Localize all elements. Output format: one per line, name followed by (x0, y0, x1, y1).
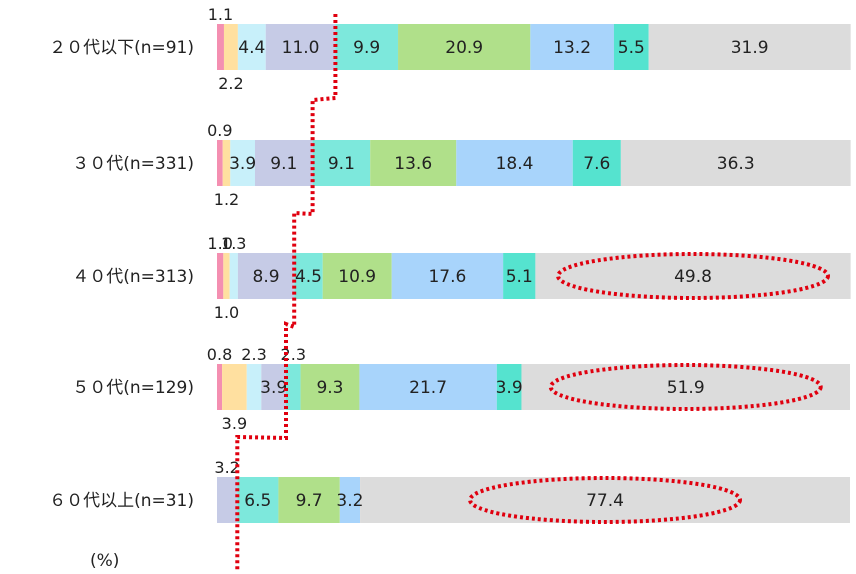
bar-segment (229, 253, 238, 299)
outside-value-label: 1.2 (214, 190, 239, 209)
bar-segment (335, 24, 399, 70)
segment-value-label: 9.1 (270, 154, 297, 174)
bar-segment (237, 24, 266, 70)
bar-segments (217, 24, 851, 523)
segment-value-label: 77.4 (586, 491, 624, 511)
bar-segment (222, 140, 231, 186)
outside-value-label: 1.0 (214, 303, 239, 322)
bar-segment (322, 253, 392, 299)
segment-value-label: 9.7 (296, 491, 323, 511)
bar-segment (246, 364, 262, 410)
segment-value-label: 9.3 (316, 378, 343, 398)
bar-segment (223, 24, 238, 70)
bar-segment (620, 140, 851, 186)
category-label: ２０代以下(n=91) (49, 38, 194, 58)
bar-segment (261, 364, 286, 410)
highlight-ellipses (468, 252, 831, 524)
outside-value-label: 2.2 (218, 74, 243, 93)
bar-segment (254, 140, 313, 186)
outside-value-label: 0.9 (207, 121, 232, 140)
category-label: ６０代以上(n=31) (49, 491, 194, 511)
bar-segment (360, 477, 850, 523)
category-labels: ２０代以下(n=91) ３０代(n=331) ４０代(n=313) ５０代(n=129… (49, 38, 194, 511)
bar-segment (217, 253, 224, 299)
bar-segment (613, 24, 649, 70)
outside-value-label: 1.1 (208, 5, 233, 24)
segment-value-label: 5.1 (506, 267, 533, 287)
outside-value-label: 0.8 (207, 345, 232, 364)
segment-value-label: 51.9 (667, 378, 705, 398)
segment-value-label: 3.2 (336, 491, 363, 511)
segment-value-label: 7.6 (583, 154, 610, 174)
bar-segment (359, 364, 497, 410)
segment-value-label: 20.9 (445, 38, 483, 58)
segment-value-labels: 4.4 11.0 9.9 20.9 13.2 5.5 31.9 3.9 9.1 9.1 13.6 18… (229, 38, 768, 511)
bar-segment (521, 364, 850, 410)
bar-segment (278, 477, 340, 523)
bar-segment (339, 477, 361, 523)
bar-segment (217, 24, 224, 70)
boundary-dotted-line (235, 14, 338, 572)
bar-segment (572, 140, 621, 186)
segment-value-label: 9.9 (353, 38, 380, 58)
bar-segment (496, 364, 522, 410)
bar-segment (530, 24, 614, 70)
segment-value-label: 49.8 (674, 267, 712, 287)
segment-value-label: 36.3 (717, 154, 755, 174)
highlight-ellipse (468, 476, 743, 524)
segment-value-label: 3.9 (260, 378, 287, 398)
bar-segment (223, 253, 230, 299)
unit-label: (%) (90, 551, 119, 571)
segment-value-label: 8.9 (253, 267, 280, 287)
segment-value-label: 4.4 (238, 38, 265, 58)
bar-segment (456, 140, 573, 186)
segment-value-label: 21.7 (409, 378, 447, 398)
segment-value-label: 13.6 (394, 154, 432, 174)
highlight-ellipse (556, 252, 831, 300)
segment-value-label: 31.9 (731, 38, 769, 58)
segment-value-label: 5.5 (618, 38, 645, 58)
bar-segment (217, 477, 238, 523)
segment-value-label: 18.4 (496, 154, 534, 174)
bar-segment (398, 24, 531, 70)
segment-value-label: 4.5 (295, 267, 322, 287)
highlight-ellipse (548, 363, 823, 411)
category-label: ５０代(n=129) (72, 378, 194, 398)
outside-value-label: 3.9 (222, 414, 247, 433)
bar-segment (237, 253, 295, 299)
outside-value-label: 1.3 (221, 234, 246, 253)
category-label: ４０代(n=313) (72, 267, 194, 287)
bar-segment (294, 253, 323, 299)
bar-segment (300, 364, 360, 410)
outside-value-label: 2.3 (241, 345, 266, 364)
bar-segment (370, 140, 457, 186)
segment-value-label: 3.9 (496, 378, 523, 398)
bar-segment (237, 477, 279, 523)
outside-value-labels: 1.12.20.91.21.01.31.00.8 2.3 2.33.93.2 (207, 5, 306, 477)
segment-value-label: 10.9 (338, 267, 376, 287)
bar-segment (222, 364, 247, 410)
bar-segment (391, 253, 504, 299)
segment-value-label: 3.9 (229, 154, 256, 174)
bar-segment (286, 364, 301, 410)
bar-segment (312, 140, 371, 186)
segment-value-label: 17.6 (428, 267, 466, 287)
segment-value-label: 9.1 (328, 154, 355, 174)
bar-segment (265, 24, 336, 70)
outside-value-label: 1.0 (207, 234, 232, 253)
category-label: ３０代(n=331) (72, 154, 194, 174)
bar-segment (217, 364, 223, 410)
bar-segment (230, 140, 255, 186)
segment-value-label: 11.0 (282, 38, 320, 58)
outside-value-label: 3.2 (214, 458, 239, 477)
segment-value-label: 6.5 (244, 491, 271, 511)
bar-segment (503, 253, 536, 299)
segment-value-label: 13.2 (553, 38, 591, 58)
bar-segment (217, 140, 223, 186)
bar-segment (648, 24, 851, 70)
